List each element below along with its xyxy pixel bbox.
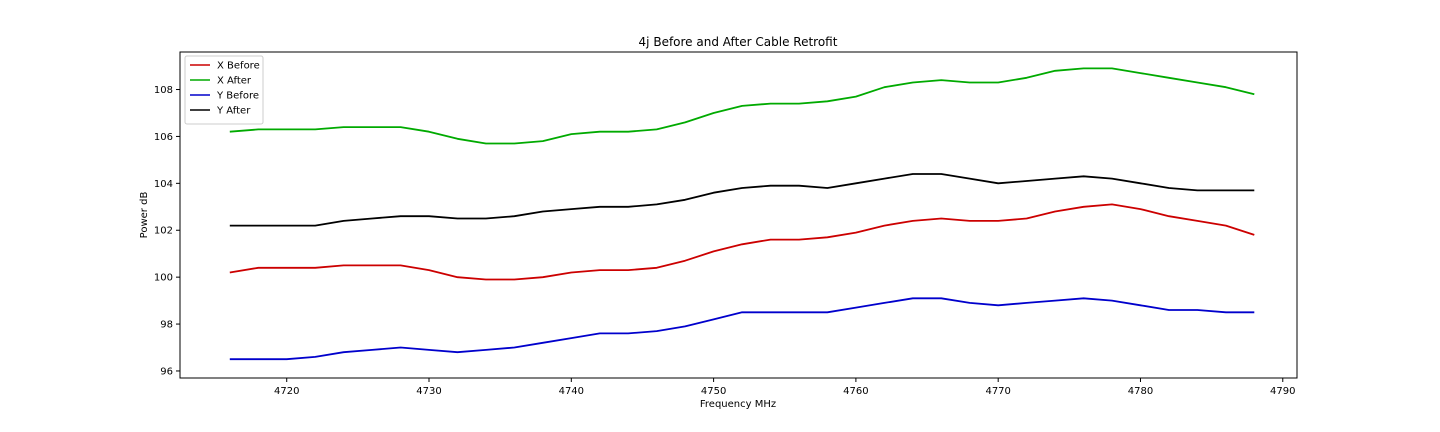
- x-tick-label: 4740: [559, 386, 584, 397]
- legend-label-x-before: X Before: [217, 61, 260, 72]
- y-axis: 96 98 100 102 104 106 108: [154, 85, 180, 377]
- x-tick-label: 4770: [985, 386, 1010, 397]
- x-tick-label: 4760: [843, 386, 868, 397]
- legend-label-x-after: X After: [217, 76, 252, 87]
- legend-label-y-after: Y After: [216, 106, 251, 117]
- legend: X Before X After Y Before Y After: [184, 55, 264, 125]
- y-tick-label: 96: [160, 366, 173, 377]
- y-tick-label: 98: [160, 320, 173, 331]
- plot-frame: [179, 51, 1298, 379]
- legend-box: [184, 55, 264, 125]
- x-axis-label: Frequency MHz: [700, 399, 776, 410]
- series-line-y-after: [229, 173, 1255, 227]
- series-line-x-after: [229, 67, 1255, 145]
- y-axis-label: Power dB: [139, 192, 150, 239]
- x-tick-label: 4730: [416, 386, 441, 397]
- series-line-x-before: [229, 203, 1255, 281]
- y-tick-label: 102: [154, 226, 173, 237]
- legend-label-y-before: Y Before: [216, 91, 259, 102]
- x-tick-label: 4780: [1128, 386, 1153, 397]
- series-line-y-before: [229, 297, 1255, 361]
- y-tick-label: 108: [154, 85, 173, 96]
- series-layer: [229, 67, 1255, 361]
- y-tick-label: 104: [154, 179, 173, 190]
- chart-title: 4j Before and After Cable Retrofit: [639, 35, 838, 49]
- x-axis: 4720 4730 4740 4750 4760 4770 4780 4790: [274, 378, 1295, 397]
- x-tick-label: 4750: [701, 386, 726, 397]
- y-tick-label: 106: [154, 132, 173, 143]
- y-tick-label: 100: [154, 273, 173, 284]
- x-tick-label: 4790: [1270, 386, 1295, 397]
- x-tick-label: 4720: [274, 386, 299, 397]
